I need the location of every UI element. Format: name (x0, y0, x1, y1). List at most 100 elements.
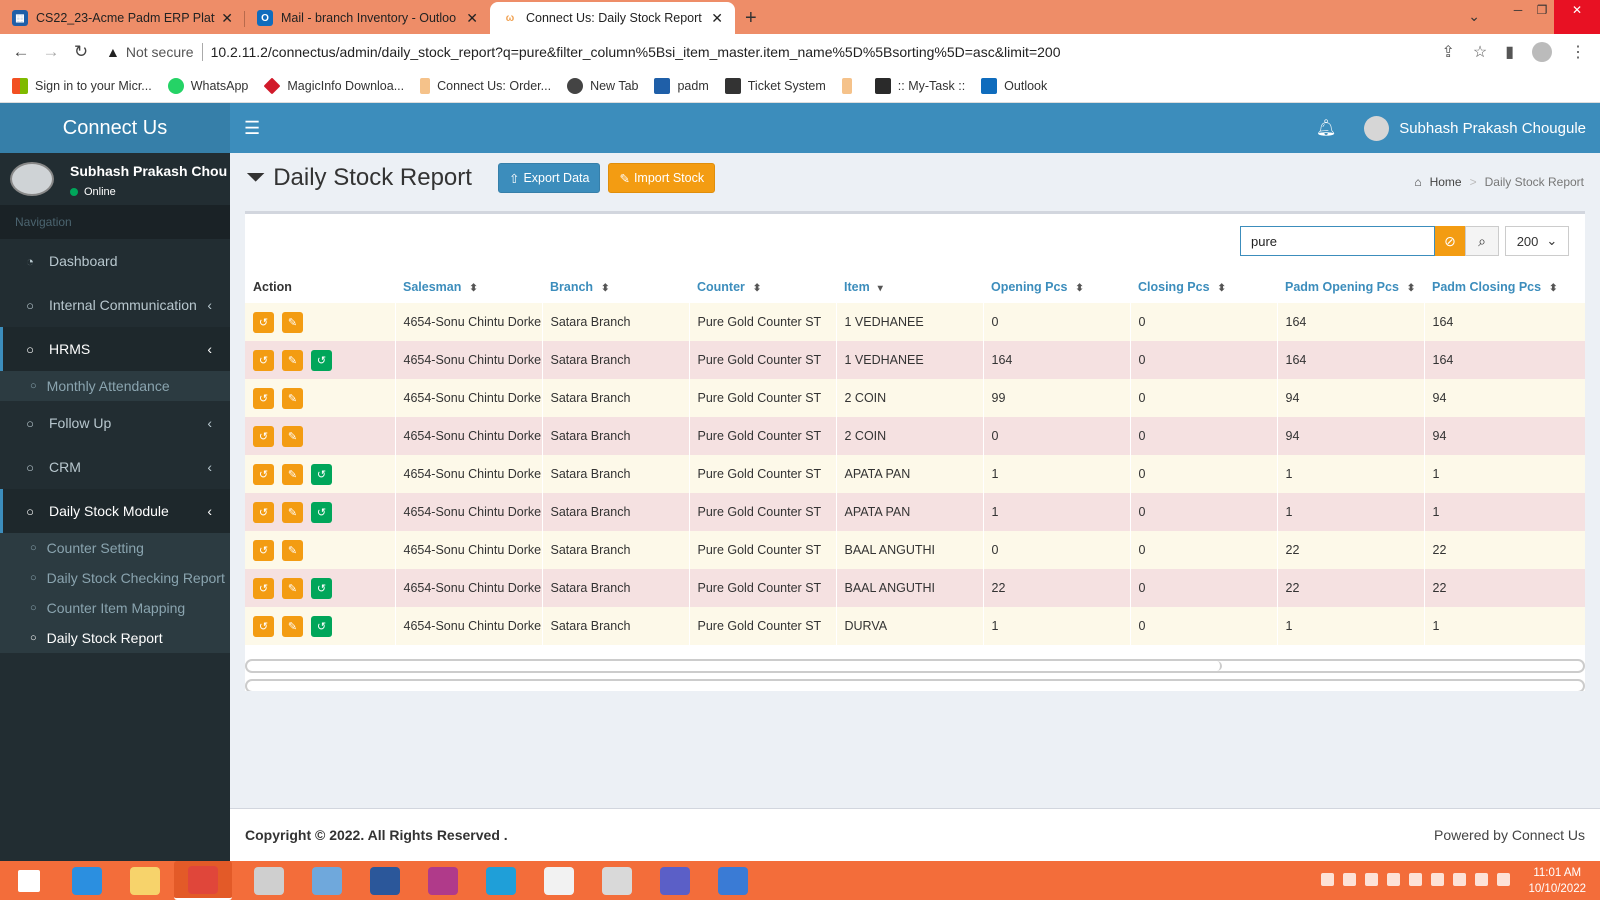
taskbar-remote-desktop-button[interactable] (704, 861, 762, 900)
history-button[interactable]: ↺ (253, 425, 274, 447)
sidebar-item-crm[interactable]: ○ CRM ‹ (0, 445, 230, 489)
bookmark-star-icon[interactable]: ☆ (1472, 44, 1488, 61)
bookmark-ticket-system[interactable]: Ticket System (724, 78, 826, 94)
reload-icon[interactable]: ↻ (73, 42, 89, 61)
history-button[interactable]: ↺ (253, 349, 274, 371)
bookmark-connectus-order[interactable]: Connect Us: Order... (420, 78, 551, 94)
taskbar-vnc-button[interactable] (530, 861, 588, 900)
url-field[interactable]: ▲ Not secure 10.2.11.2/connectus/admin/d… (106, 38, 1426, 66)
profile-avatar[interactable] (1532, 42, 1552, 62)
revert-button[interactable]: ↺ (311, 463, 332, 485)
taskbar-clock[interactable]: 11:01 AM 10/10/2022 (1528, 867, 1586, 895)
taskbar-windows-start-button[interactable] (0, 861, 58, 900)
history-button[interactable]: ↺ (253, 501, 274, 523)
col-salesman[interactable]: Salesman ⬍ (395, 271, 542, 303)
tray-icon[interactable] (1431, 873, 1444, 886)
col-closing-pcs[interactable]: Closing Pcs ⬍ (1130, 271, 1277, 303)
import-stock-button[interactable]: ✎ Import Stock (608, 163, 716, 193)
history-button[interactable]: ↺ (253, 539, 274, 561)
bookmark-padm[interactable]: padm (654, 78, 709, 94)
col-opening-pcs[interactable]: Opening Pcs ⬍ (983, 271, 1130, 303)
security-label[interactable]: Not secure (125, 44, 194, 60)
search-input[interactable]: pure (1240, 226, 1435, 256)
edit-button[interactable]: ✎ (282, 539, 303, 561)
edit-button[interactable]: ✎ (282, 425, 303, 447)
browser-tab-outlook[interactable]: O Mail - branch Inventory - Outloo ✕ (245, 2, 490, 34)
close-tab-icon[interactable]: ✕ (221, 9, 233, 26)
bookmark-magicinfo[interactable]: MagicInfo Downloa... (263, 77, 404, 95)
new-tab-button[interactable]: + (745, 6, 757, 29)
tray-icon[interactable] (1343, 873, 1356, 886)
sidebar-subitem-daily-stock-checking-report[interactable]: ○ Daily Stock Checking Report (30, 570, 225, 586)
tray-icon[interactable] (1387, 873, 1400, 886)
limit-select[interactable]: 200 ⌄ (1505, 226, 1569, 256)
revert-button[interactable]: ↺ (311, 577, 332, 599)
bookmark-microsoft[interactable]: Sign in to your Micr... (12, 78, 152, 94)
revert-button[interactable]: ↺ (311, 349, 332, 371)
tray-icon[interactable] (1453, 873, 1466, 886)
history-button[interactable]: ↺ (253, 577, 274, 599)
edit-button[interactable]: ✎ (282, 311, 303, 333)
tray-icon[interactable] (1365, 873, 1378, 886)
export-data-button[interactable]: ⇧ Export Data (497, 163, 601, 193)
bookmark-new-tab[interactable]: New Tab (567, 78, 638, 94)
sidebar-item-daily-stock-module[interactable]: ○ Daily Stock Module ‹ (0, 489, 230, 533)
sidebar-item-hrms[interactable]: ○ HRMS ‹ (0, 327, 230, 371)
taskbar-word-button[interactable] (356, 861, 414, 900)
sidebar-item-internal-communication[interactable]: ○ Internal Communication ‹ (0, 283, 230, 327)
bookmark-whatsapp[interactable]: WhatsApp (167, 78, 248, 94)
edit-button[interactable]: ✎ (282, 463, 303, 485)
url-text[interactable]: 10.2.11.2/connectus/admin/daily_stock_re… (210, 44, 1061, 60)
bookmark-my-task[interactable]: :: My-Task :: (874, 78, 965, 94)
warning-icon[interactable]: ▲ (106, 44, 120, 60)
history-button[interactable]: ↺ (253, 463, 274, 485)
sidebar-subitem-monthly-attendance[interactable]: ○ Monthly Attendance (30, 378, 170, 394)
edit-button[interactable]: ✎ (282, 387, 303, 409)
tray-icon[interactable] (1409, 873, 1422, 886)
browser-tab-connectus[interactable]: ω Connect Us: Daily Stock Report ✕ (490, 2, 735, 34)
horizontal-scrollbar[interactable] (245, 659, 1585, 673)
sidebar-subitem-counter-setting[interactable]: ○ Counter Setting (30, 540, 144, 556)
taskbar-file-explorer-button[interactable] (116, 861, 174, 900)
more-menu-icon[interactable]: ⋮ (1570, 44, 1586, 61)
bookmark-outlook[interactable]: Outlook (981, 78, 1047, 94)
tray-icon[interactable] (1321, 873, 1334, 886)
taskbar-teams-button[interactable] (646, 861, 704, 900)
col-padm-closing-pcs[interactable]: Padm Closing Pcs ⬍ (1424, 271, 1585, 303)
share-icon[interactable]: ⇪ (1441, 44, 1455, 61)
hamburger-menu-icon[interactable]: ☰ (244, 117, 261, 138)
history-button[interactable]: ↺ (253, 311, 274, 333)
back-icon[interactable]: ← (12, 42, 30, 61)
revert-button[interactable]: ↺ (311, 501, 332, 523)
sidebar-subitem-daily-stock-report[interactable]: ○ Daily Stock Report (30, 630, 163, 646)
breadcrumb-home[interactable]: Home (1429, 175, 1462, 189)
history-button[interactable]: ↺ (253, 387, 274, 409)
bell-icon[interactable]: 🔔︎ (1315, 120, 1337, 137)
edit-button[interactable]: ✎ (282, 577, 303, 599)
edit-button[interactable]: ✎ (282, 501, 303, 523)
taskbar-snipping-tool-button[interactable] (588, 861, 646, 900)
sidebar-item-follow-up[interactable]: ○ Follow Up ‹ (0, 401, 230, 445)
close-tab-icon[interactable]: ✕ (466, 9, 478, 26)
taskbar-printer-button[interactable] (240, 861, 298, 900)
taskbar-edge-button[interactable] (472, 861, 530, 900)
speaker-icon[interactable] (1497, 873, 1510, 886)
browser-tab-erp[interactable]: ▦ CS22_23-Acme Padm ERP Platfor ✕ (0, 2, 245, 34)
side-panel-icon[interactable]: ▮ (1505, 44, 1514, 61)
col-padm-opening-pcs[interactable]: Padm Opening Pcs ⬍ (1277, 271, 1424, 303)
edit-button[interactable]: ✎ (282, 349, 303, 371)
bookmark-connectus[interactable] (841, 78, 859, 94)
tray-icon[interactable] (1475, 873, 1488, 886)
taskbar-camera-app-button[interactable] (414, 861, 472, 900)
inner-scrollbar[interactable] (245, 679, 1585, 691)
history-button[interactable]: ↺ (253, 615, 274, 637)
col-branch[interactable]: Branch ⬍ (542, 271, 689, 303)
close-tab-icon[interactable]: ✕ (711, 9, 723, 26)
col-item[interactable]: Item ▾ (836, 271, 983, 303)
sidebar-item-dashboard[interactable]: ◔ Dashboard (0, 239, 230, 283)
restore-icon[interactable]: ❐ (1536, 3, 1548, 17)
taskbar-control-panel-button[interactable] (298, 861, 356, 900)
user-menu[interactable]: Subhash Prakash Chougule (1364, 115, 1586, 141)
tab-search-chevron-icon[interactable]: ⌄ (1468, 8, 1480, 24)
minimize-icon[interactable]: ─ (1513, 3, 1523, 17)
